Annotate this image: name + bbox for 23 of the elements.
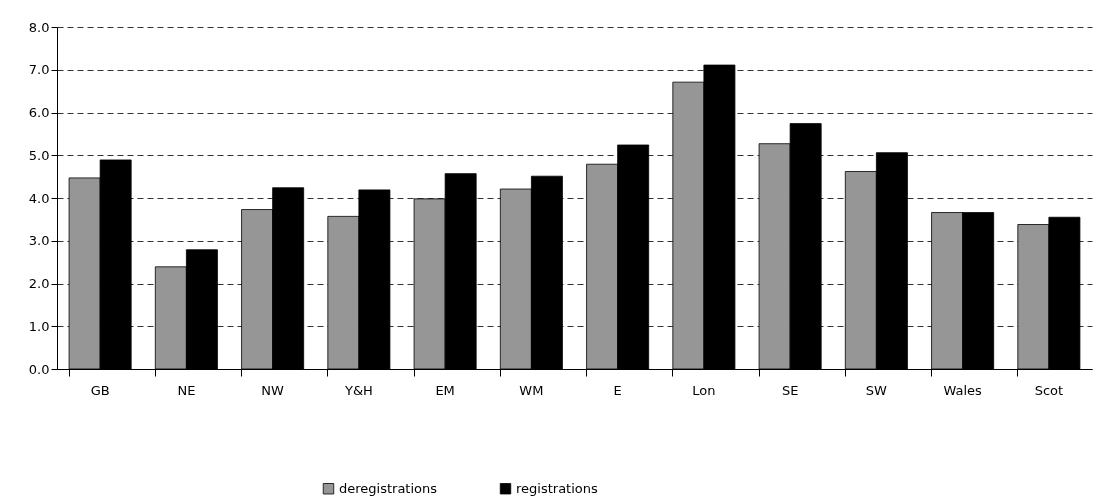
x-tick-label: NE [177,382,196,398]
y-tick-label: 5.0 [28,147,50,163]
y-tick-label: 2.0 [28,276,50,291]
y-tick-label: 6.0 [28,105,50,120]
x-tick-label: Lon [692,382,716,398]
x-tick-label: NW [261,382,285,398]
x-tick-label: Y&H [343,382,373,398]
y-tick-label: 0.0 [28,361,50,377]
x-tick-label: Scot [1034,382,1064,398]
x-tick-label: SW [865,382,888,398]
y-tick-label: 8.0 [28,19,50,35]
x-tick-label: EM [435,382,455,398]
x-tick-label: E [613,382,622,398]
x-tick-label: Wales [943,382,983,398]
legend-label: deregistrations [339,480,438,496]
x-tick-label: SE [781,382,799,398]
y-tick-label: 4.0 [28,190,50,206]
y-tick-label: 1.0 [28,318,50,334]
y-tick-label: 7.0 [28,62,50,78]
legend-label: registrations [516,480,598,496]
x-tick-label: GB [90,382,110,398]
y-tick-label: 3.0 [28,233,50,249]
x-tick-label: WM [519,382,544,398]
